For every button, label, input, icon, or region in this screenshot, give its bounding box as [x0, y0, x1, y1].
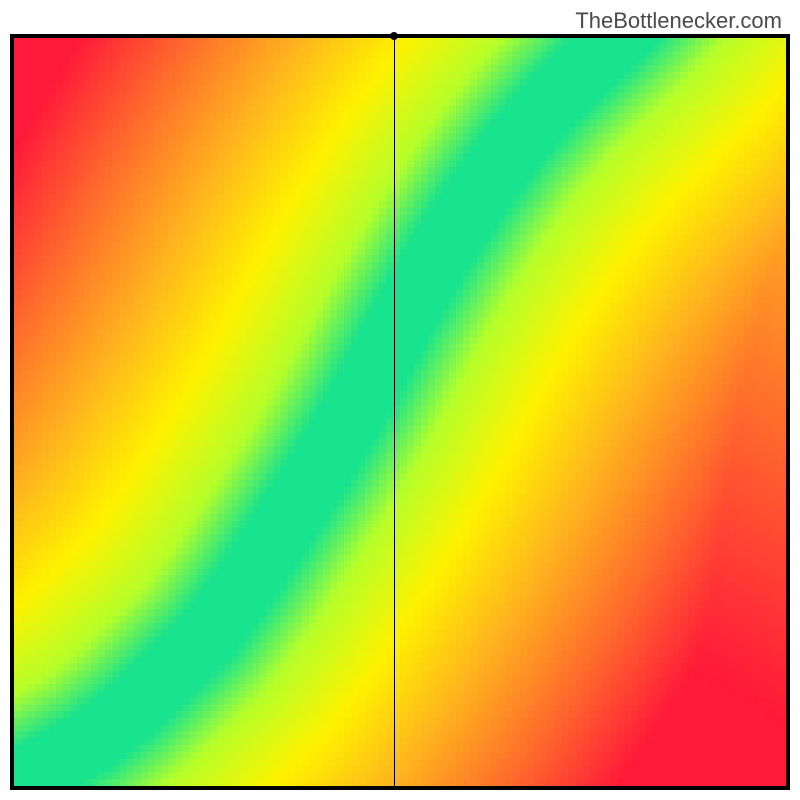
- top-tick-marker: [390, 32, 398, 40]
- bottleneck-heatmap-frame: [10, 34, 790, 790]
- selection-vertical-line: [394, 38, 395, 786]
- bottleneck-heatmap-canvas: [14, 38, 786, 786]
- watermark-text: TheBottlenecker.com: [575, 8, 782, 34]
